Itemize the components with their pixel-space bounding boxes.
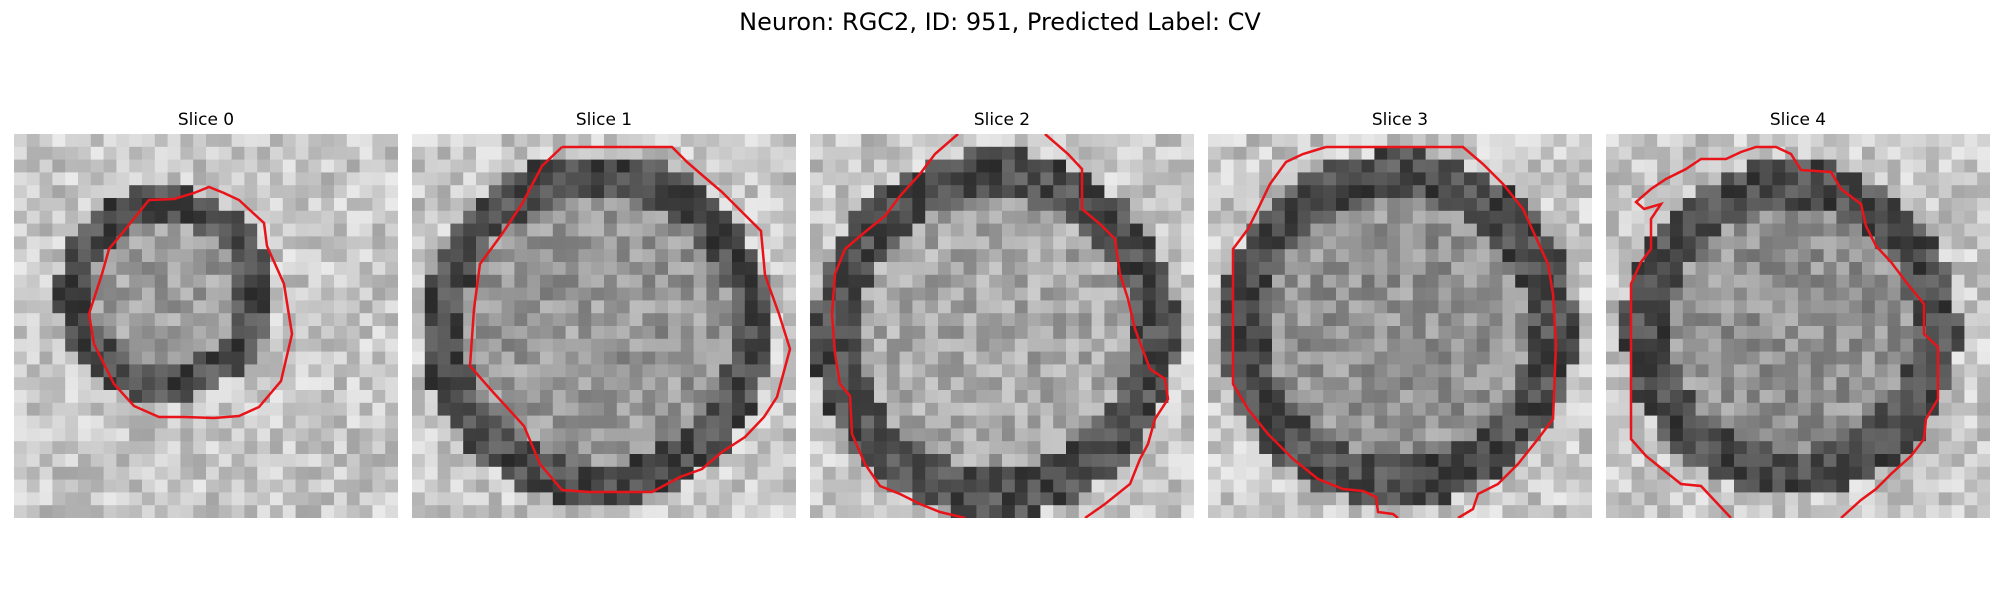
slice-title: Slice 2 <box>973 110 1031 130</box>
cell-contour <box>468 145 792 494</box>
slice-panel-4: Slice 4 <box>1606 110 1990 520</box>
slice-image <box>412 134 796 518</box>
cell-contour <box>87 185 294 420</box>
cell-contour <box>830 134 966 518</box>
figure-title: Neuron: RGC2, ID: 951, Predicted Label: … <box>739 8 1261 36</box>
slice-image <box>14 134 398 518</box>
slice-image <box>1208 134 1592 518</box>
cell-contour <box>1326 145 1558 518</box>
grayscale-pixel-grid <box>1606 134 1990 518</box>
cell-contour <box>1044 134 1170 518</box>
slice-title: Slice 0 <box>177 110 235 130</box>
slice-title: Slice 1 <box>575 110 633 130</box>
slice-panel-3: Slice 3 <box>1208 110 1592 520</box>
cell-contour <box>1231 145 1399 518</box>
grayscale-pixel-grid <box>810 134 1194 518</box>
slice-title: Slice 3 <box>1371 110 1429 130</box>
grayscale-pixel-grid <box>412 134 796 518</box>
slice-panel-0: Slice 0 <box>14 110 398 520</box>
cell-contour <box>1629 145 1940 518</box>
slice-panel-2: Slice 2 <box>810 110 1194 520</box>
grayscale-pixel-grid <box>14 134 398 518</box>
grayscale-pixel-grid <box>1208 134 1592 518</box>
slice-image <box>810 134 1194 518</box>
slice-image <box>1606 134 1990 518</box>
slice-title: Slice 4 <box>1769 110 1827 130</box>
slice-panel-1: Slice 1 <box>412 110 796 520</box>
